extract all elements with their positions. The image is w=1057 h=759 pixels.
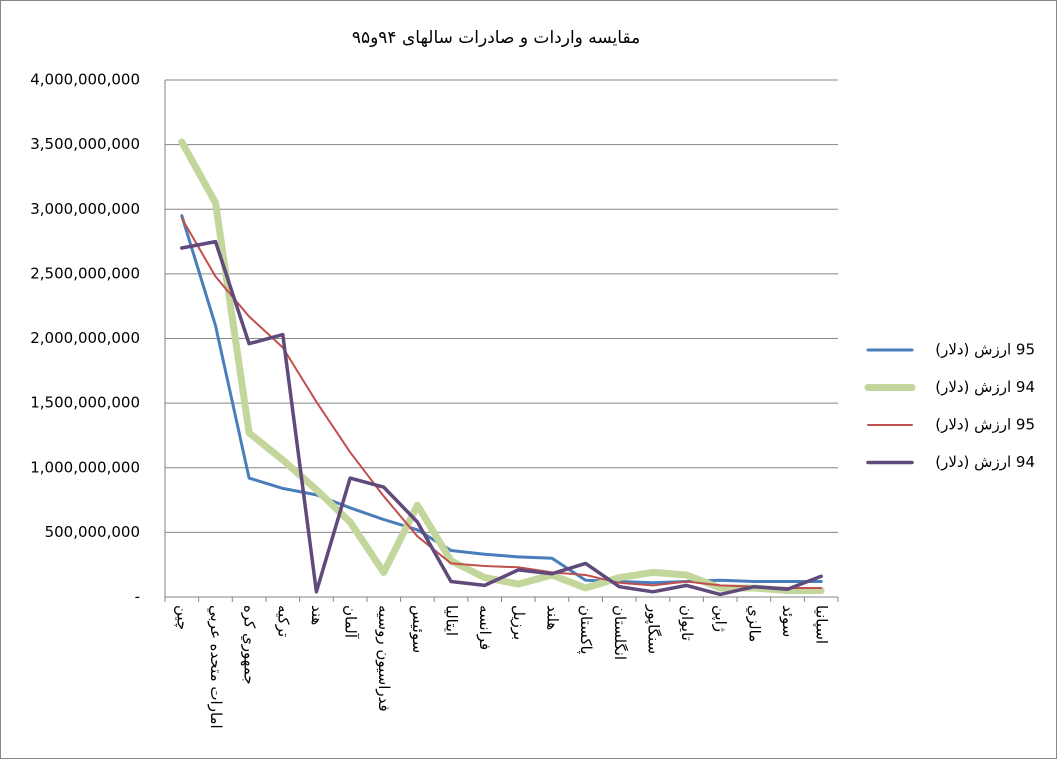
- x-tick-label: مالزي: [744, 605, 763, 642]
- x-tick-label: سنگاپور: [643, 604, 662, 654]
- x-tick-label: اسپانيا: [812, 605, 831, 644]
- legend-label: 94 ارزش (دلار): [935, 453, 1035, 471]
- x-tick-label: تايوان: [678, 605, 696, 641]
- series-line: [178, 138, 825, 594]
- y-tick-label: 4,000,000,000: [30, 71, 140, 89]
- x-tick-label: هلند: [543, 605, 561, 630]
- x-tick-label: فدراسيون روسيه: [375, 605, 393, 712]
- y-tick-label: 1,000,000,000: [30, 458, 140, 476]
- y-tick-label: 3,000,000,000: [30, 200, 140, 218]
- x-tick-label: جمهوري کره: [240, 605, 259, 685]
- x-tick-label: ايتاليا: [443, 605, 461, 636]
- y-tick-label: 3,500,000,000: [30, 135, 140, 153]
- series-line: [180, 239, 823, 597]
- x-tick-label: چين: [173, 605, 191, 630]
- x-tick-label: برزيل: [510, 605, 528, 640]
- y-tick-label: 500,000,000: [45, 523, 140, 541]
- x-tick-label: سوئد: [779, 605, 797, 637]
- y-tick-label: 2,500,000,000: [30, 264, 140, 282]
- series-line: [180, 217, 823, 589]
- x-tick-label: ژاپن: [711, 605, 730, 632]
- x-tick-label: فرانسه: [476, 605, 494, 650]
- legend-label: 94 ارزش (دلار): [935, 378, 1035, 396]
- x-tick-label: انگلستان: [611, 605, 629, 660]
- series-line: [180, 214, 823, 585]
- y-tick-label: 2,000,000,000: [30, 329, 140, 347]
- legend-label: 95 ارزش (دلار): [935, 341, 1035, 359]
- x-tick-label: آلمان: [342, 605, 360, 639]
- x-tick-label: ترکيه: [274, 605, 292, 637]
- y-tick-label: -: [135, 588, 140, 606]
- x-tick-label: امارات متحده عربي: [206, 605, 225, 729]
- x-tick-label: پاکستان: [576, 605, 595, 654]
- y-tick-label: 1,500,000,000: [30, 394, 140, 412]
- x-tick-label: هند: [308, 605, 326, 625]
- chart-title: مقایسه واردات و صادرات سالهای ۹۴و۹۵: [352, 28, 640, 48]
- legend-label: 95 ارزش (دلار): [935, 416, 1035, 434]
- x-tick-label: سوئيس: [409, 605, 427, 653]
